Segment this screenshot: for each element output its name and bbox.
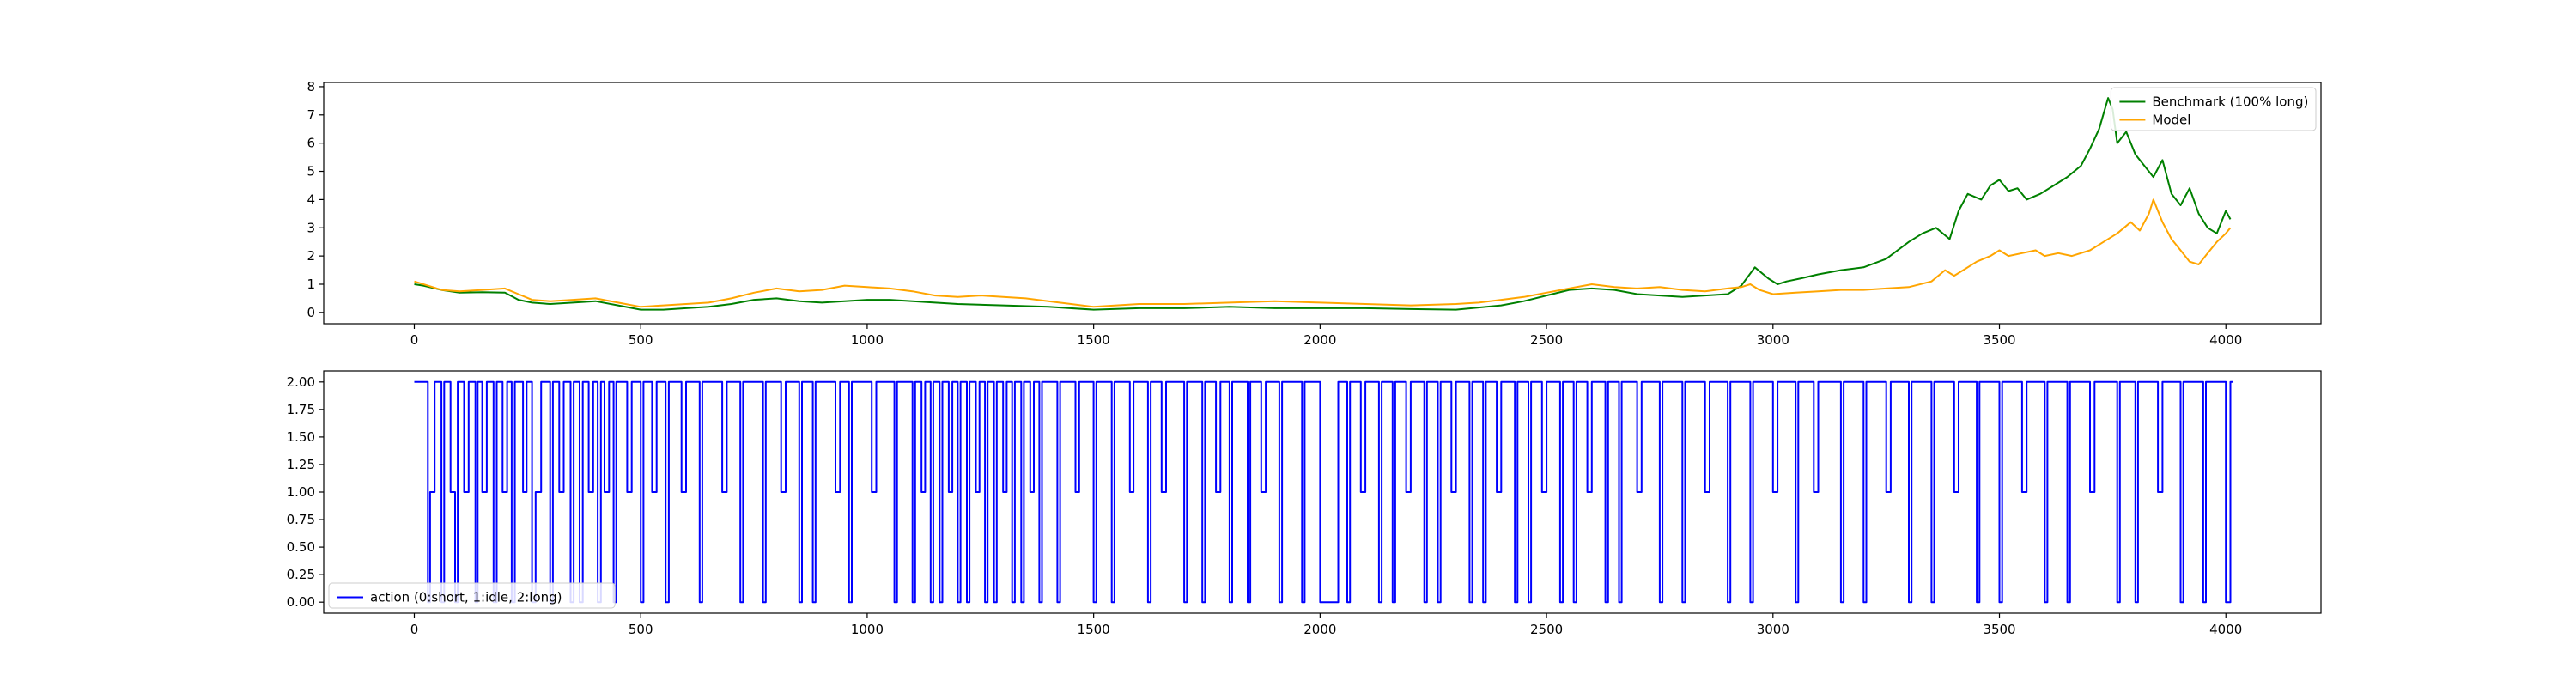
y-tick-label: 8 xyxy=(307,79,315,94)
series-line-0-1 xyxy=(414,198,2232,308)
x-tick-label: 0 xyxy=(410,332,419,348)
series-line-0-0 xyxy=(414,97,2232,311)
x-tick-label: 3500 xyxy=(1983,622,2015,637)
y-tick-label: 1 xyxy=(307,277,315,292)
y-tick-label: 1.75 xyxy=(287,402,315,417)
y-tick-label: 2.00 xyxy=(287,374,315,390)
x-tick-label: 500 xyxy=(629,622,653,637)
legend: action (0:short, 1:idle, 2:long) xyxy=(328,582,616,609)
x-tick-label: 0 xyxy=(410,622,419,637)
legend-label: action (0:short, 1:idle, 2:long) xyxy=(370,590,562,605)
y-tick-label: 7 xyxy=(307,107,315,123)
legend-label: Benchmark (100% long) xyxy=(2152,94,2308,110)
legend-box xyxy=(328,582,616,609)
x-tick-label: 2500 xyxy=(1530,622,1563,637)
x-tick-label: 2500 xyxy=(1530,332,1563,348)
x-tick-label: 1000 xyxy=(851,622,884,637)
price-chart-axes: 0 500 1000 1500 2000 2500 3000 3500 4000 0 1 2 3 4 5 6 7… xyxy=(307,79,2322,348)
x-tick-label: 3500 xyxy=(1983,332,2015,348)
y-tick-label: 1.25 xyxy=(287,457,315,472)
series-line-1-0 xyxy=(414,380,2233,604)
x-tick-label: 1000 xyxy=(851,332,884,348)
x-tick-label: 4000 xyxy=(2209,622,2242,637)
y-tick-label: 0.00 xyxy=(287,594,315,610)
y-tick-label: 0 xyxy=(307,305,315,320)
legend-label: Model xyxy=(2152,112,2190,128)
x-tick-label: 3000 xyxy=(1757,332,1789,348)
x-tick-label: 500 xyxy=(629,332,653,348)
y-tick-label: 4 xyxy=(307,192,315,207)
y-tick-label: 5 xyxy=(307,164,315,179)
legend: Benchmark (100% long) Model xyxy=(2110,87,2317,131)
action-chart-axes: 0 500 1000 1500 2000 2500 3000 3500 4000 0.00 0.25… xyxy=(287,370,2322,637)
y-tick-label: 3 xyxy=(307,220,315,235)
axes-frame xyxy=(323,82,2322,325)
y-tick-label: 0.25 xyxy=(287,567,315,582)
x-tick-label: 1500 xyxy=(1078,332,1110,348)
x-tick-label: 2000 xyxy=(1303,622,1336,637)
legend-box xyxy=(2110,87,2317,131)
y-tick-label: 2 xyxy=(307,248,315,264)
y-tick-label: 0.75 xyxy=(287,512,315,527)
x-tick-label: 3000 xyxy=(1757,622,1789,637)
x-tick-label: 4000 xyxy=(2209,332,2242,348)
y-tick-label: 0.50 xyxy=(287,539,315,555)
y-tick-label: 6 xyxy=(307,136,315,151)
x-tick-label: 2000 xyxy=(1303,332,1336,348)
x-tick-label: 1500 xyxy=(1078,622,1110,637)
y-tick-label: 1.00 xyxy=(287,484,315,500)
y-tick-label: 1.50 xyxy=(287,429,315,445)
